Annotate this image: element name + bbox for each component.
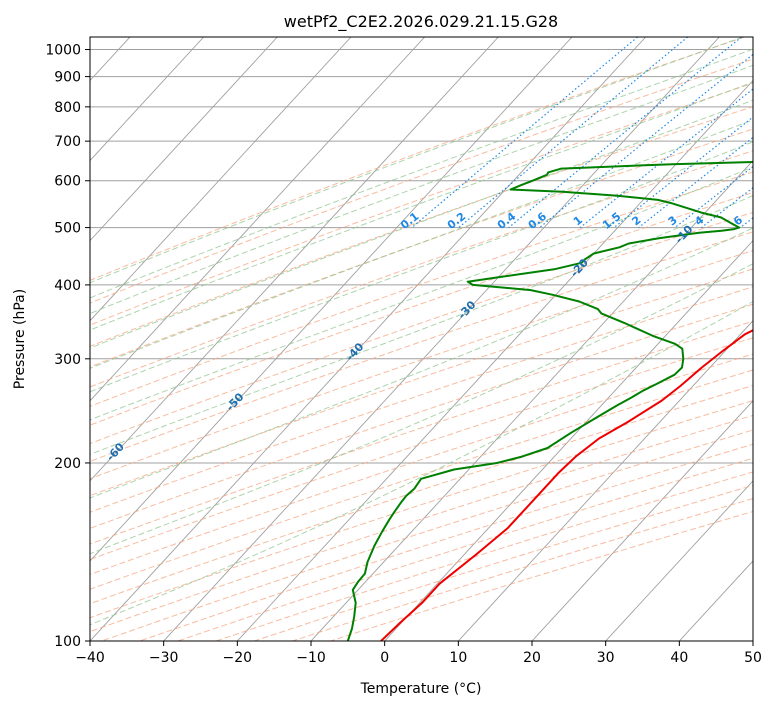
temperature-profile-line <box>380 329 753 641</box>
y-tick-label: 100 <box>54 634 81 650</box>
isotherm-line <box>531 400 753 641</box>
x-tick-label: 0 <box>380 650 389 666</box>
background-lines <box>90 37 753 641</box>
isotherm-line <box>90 37 205 162</box>
dewpoint-profile-line <box>346 161 753 641</box>
x-axis-title: Temperature (°C) <box>360 681 482 697</box>
dry-adiabat-line <box>90 105 753 347</box>
isotherm-line <box>90 37 426 402</box>
x-tick-label: 10 <box>449 650 467 666</box>
moist-adiabat-line <box>90 64 753 315</box>
y-tick-label: 300 <box>54 352 81 368</box>
x-tick-label: 30 <box>597 650 615 666</box>
x-tick-label: 50 <box>744 650 762 666</box>
dry-adiabat-line <box>90 369 753 590</box>
y-tick-label: 200 <box>54 456 81 472</box>
x-tick-label: −10 <box>296 650 326 666</box>
dry-adiabat-line <box>90 286 753 513</box>
y-tick-label: 800 <box>54 100 81 116</box>
profile-lines <box>346 161 753 641</box>
x-tick-label: −40 <box>75 650 105 666</box>
isotherm-line <box>90 37 352 322</box>
dry-adiabat-line <box>90 320 753 545</box>
y-axis-title: Pressure (hPa) <box>12 289 28 389</box>
x-tick-label: −30 <box>149 650 179 666</box>
axes: −40 −30 −20 −10 0 10 20 30 40 50 100 200 300 400 500 60… <box>45 43 762 666</box>
y-tick-label: 700 <box>54 134 81 150</box>
x-tick-label: 20 <box>523 650 541 666</box>
moist-adiabat-line <box>90 263 753 555</box>
x-tick-label: 40 <box>670 650 688 666</box>
moist-adiabat-line <box>90 119 753 369</box>
mixing-ratio-line <box>411 37 638 229</box>
moist-adiabat-line <box>90 48 753 299</box>
isotherm-line <box>90 37 573 562</box>
isotherm-line <box>237 79 753 641</box>
mixing-ratio-line <box>539 53 753 229</box>
moist-adiabat-line <box>90 194 753 455</box>
y-tick-label: 400 <box>54 278 81 294</box>
mixing-ratio-line <box>458 37 689 229</box>
isotherm-line <box>605 480 753 641</box>
dry-adiabat-line <box>90 268 753 497</box>
moist-adiabat-line <box>90 166 753 421</box>
plot-area <box>90 37 753 641</box>
y-tick-label: 600 <box>54 174 81 190</box>
y-tick-label: 1000 <box>45 43 81 59</box>
mixing-ratio-line <box>579 88 753 229</box>
mixing-ratio-line <box>508 37 742 229</box>
isotherm-line <box>90 37 647 641</box>
dry-adiabat-line <box>90 337 753 561</box>
moist-adiabat-line <box>90 301 753 626</box>
mixing-ratio-line <box>674 165 753 229</box>
dry-adiabat-line <box>90 82 753 326</box>
isotherm-line <box>90 37 499 482</box>
isotherm-line <box>163 37 720 641</box>
dry-adiabat-line <box>90 37 745 281</box>
dry-adiabat-line <box>90 191 753 426</box>
moist-adiabat-line <box>90 37 744 284</box>
isotherm-line <box>90 37 278 242</box>
moist-adiabat-line <box>90 141 753 393</box>
chart-title: wetPf2_C2E2.2026.029.21.15.G28 <box>284 12 558 32</box>
y-tick-label: 500 <box>54 221 81 237</box>
plot-frame <box>89 36 754 642</box>
dry-adiabat-line <box>90 211 753 445</box>
x-tick-label: −20 <box>223 650 253 666</box>
y-tick-label: 900 <box>54 70 81 86</box>
isotherm-line <box>458 320 753 641</box>
dry-adiabat-line <box>90 58 753 304</box>
dry-adiabat-line <box>90 231 753 462</box>
